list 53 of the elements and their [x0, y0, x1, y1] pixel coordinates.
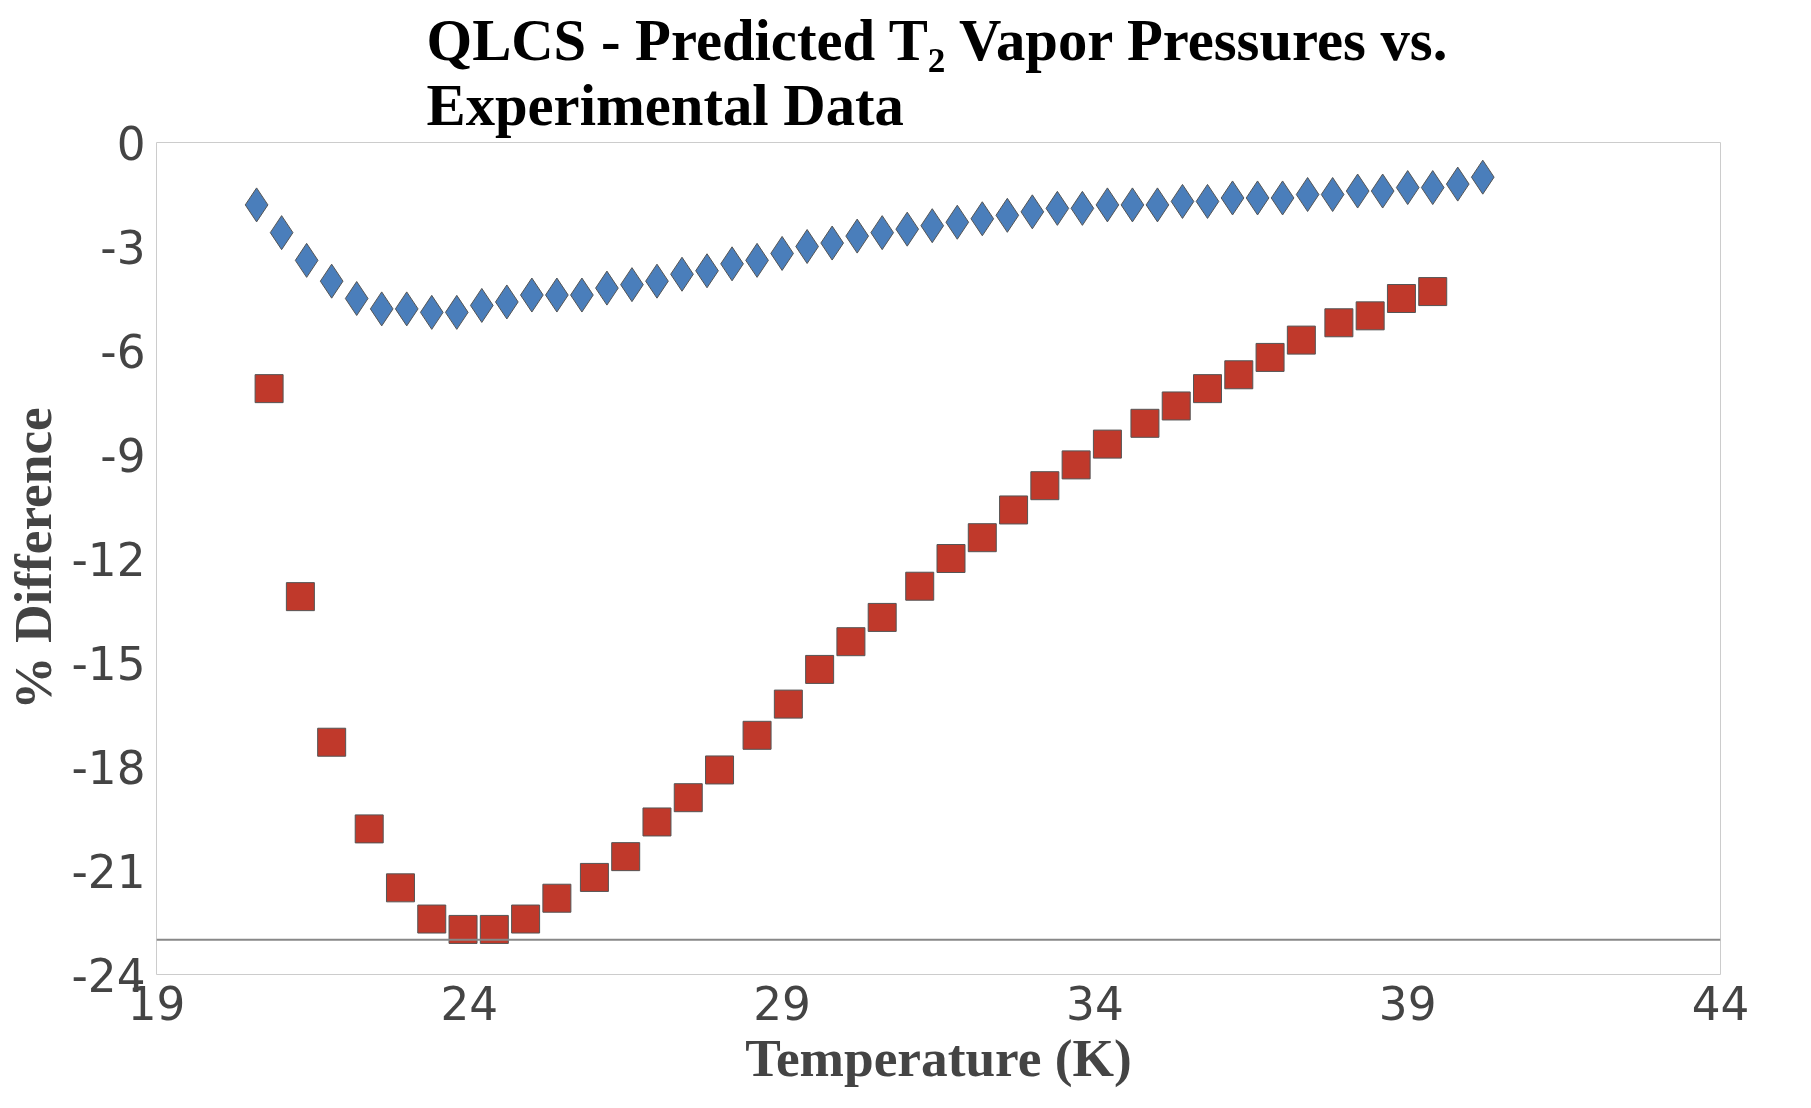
- point: [285, 582, 315, 612]
- point: [1161, 391, 1191, 421]
- y-tick-label: -18: [71, 741, 146, 795]
- point: [354, 814, 384, 844]
- y-tick-label: -15: [71, 637, 146, 691]
- point: [611, 842, 641, 872]
- point: [642, 807, 672, 837]
- point: [1386, 284, 1416, 313]
- point: [254, 374, 284, 404]
- point: [773, 689, 803, 719]
- y-axis-title: % Difference: [3, 407, 64, 710]
- point: [579, 862, 609, 892]
- y-tick-label: -3: [100, 221, 146, 275]
- point: [805, 654, 835, 684]
- point: [1061, 450, 1091, 480]
- point: [1295, 177, 1320, 212]
- point: [1193, 374, 1223, 404]
- x-tick-label: 24: [440, 977, 499, 1031]
- point: [1255, 342, 1285, 372]
- point: [1224, 360, 1254, 390]
- point: [1030, 471, 1060, 501]
- point: [905, 571, 935, 601]
- point: [417, 904, 447, 934]
- y-tick-label: -9: [100, 429, 146, 483]
- point: [867, 602, 897, 632]
- point: [1355, 301, 1385, 331]
- point: [705, 755, 735, 785]
- point: [1324, 308, 1354, 338]
- chart-title: QLCS - Predicted T₂ Vapor Pressures vs. Experimental Data: [426, 7, 1448, 138]
- point: [742, 720, 772, 750]
- point: [1320, 177, 1345, 212]
- point: [448, 914, 478, 944]
- point: [1286, 325, 1316, 355]
- point: [999, 495, 1029, 525]
- point: [344, 281, 369, 316]
- point: [673, 783, 703, 813]
- y-tick-label: -6: [100, 325, 146, 379]
- point: [836, 627, 866, 657]
- point: [385, 873, 415, 903]
- point: [1092, 429, 1122, 459]
- point: [936, 544, 966, 573]
- point: [1418, 277, 1448, 307]
- y-tick-label: 0: [116, 117, 146, 171]
- x-tick-label: 44: [1691, 977, 1750, 1031]
- point: [511, 904, 541, 934]
- point: [317, 727, 347, 757]
- point: [479, 914, 509, 944]
- point: [542, 883, 572, 913]
- y-tick-label: -21: [71, 845, 146, 899]
- point: [967, 523, 997, 553]
- x-tick-label: 39: [1378, 977, 1437, 1031]
- y-tick-label: -12: [71, 533, 146, 587]
- point: [1130, 408, 1160, 438]
